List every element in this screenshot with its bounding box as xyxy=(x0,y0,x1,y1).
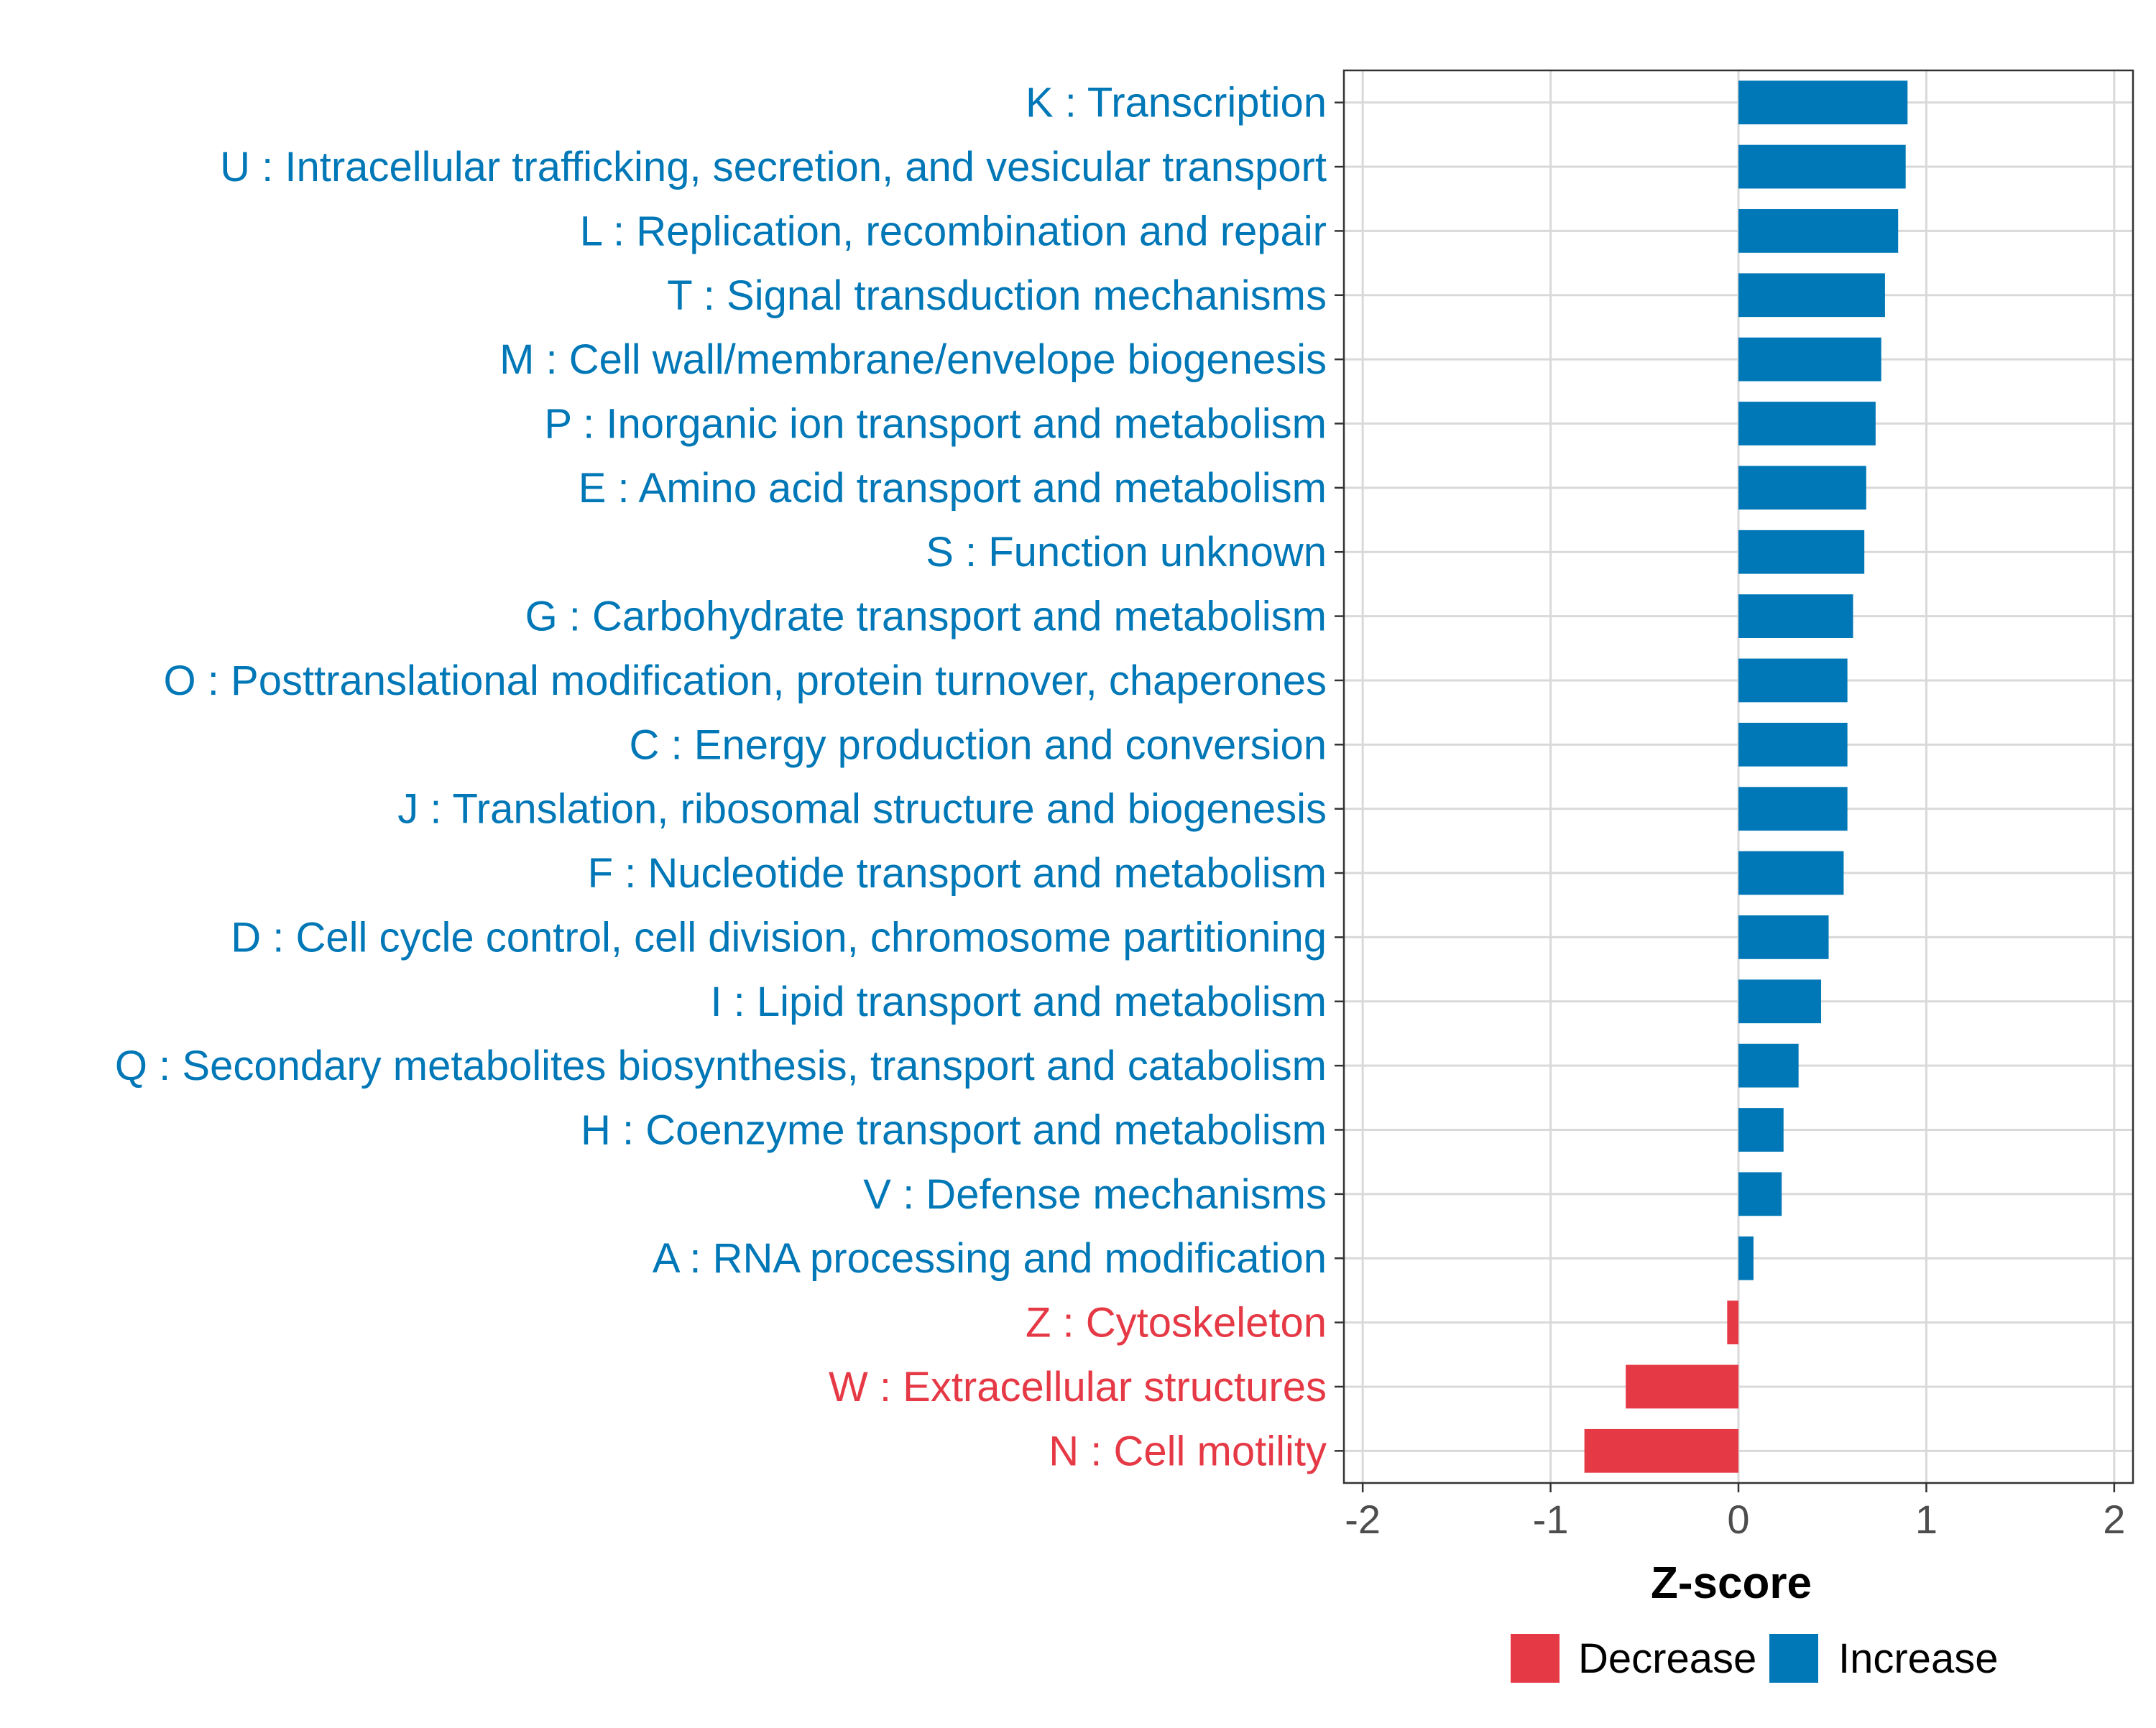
legend-label: Decrease xyxy=(1578,1635,1756,1682)
x-tick-label: 0 xyxy=(1727,1497,1749,1542)
bar xyxy=(1738,1236,1754,1280)
category-label: E : Amino acid transport and metabolism xyxy=(579,465,1327,512)
bar xyxy=(1738,1108,1784,1152)
bar xyxy=(1738,209,1899,253)
x-tick-label: -2 xyxy=(1345,1497,1381,1542)
bar xyxy=(1738,80,1908,125)
bar xyxy=(1738,915,1829,959)
category-label: C : Energy production and conversion xyxy=(630,721,1327,768)
bar xyxy=(1738,722,1848,767)
category-label: Z : Cytoskeleton xyxy=(1026,1300,1327,1346)
category-label: L : Replication, recombination and repai… xyxy=(580,208,1327,254)
bar xyxy=(1626,1364,1738,1409)
bar xyxy=(1727,1300,1738,1344)
category-label: O : Posttranslational modification, prot… xyxy=(164,657,1327,704)
category-label: J : Translation, ribosomal structure and… xyxy=(397,786,1327,833)
legend-swatch xyxy=(1511,1634,1560,1683)
legend: Decrease Increase xyxy=(1511,1634,1998,1683)
category-label: N : Cell motility xyxy=(1049,1428,1327,1474)
category-label: G : Carbohydrate transport and metabolis… xyxy=(525,593,1327,640)
x-axis-title: Z-score xyxy=(1651,1558,1812,1608)
bar xyxy=(1738,787,1848,831)
bar xyxy=(1738,658,1848,703)
category-label: S : Function unknown xyxy=(926,529,1327,576)
x-tick-label: -1 xyxy=(1533,1497,1569,1542)
bar xyxy=(1738,144,1906,189)
bar xyxy=(1738,979,1822,1024)
bar xyxy=(1738,1172,1782,1216)
x-tick-label: 1 xyxy=(1915,1497,1938,1542)
bar xyxy=(1738,337,1881,382)
x-tick-label: 2 xyxy=(2103,1497,2125,1542)
bar xyxy=(1738,594,1853,638)
bar xyxy=(1738,1043,1799,1088)
category-label: U : Intracellular trafficking, secretion… xyxy=(220,144,1327,190)
bar xyxy=(1584,1428,1738,1473)
bar xyxy=(1738,273,1885,318)
y-axis-ticks xyxy=(1335,101,1344,1452)
category-label: A : RNA processing and modification xyxy=(653,1235,1327,1282)
category-label: V : Defense mechanisms xyxy=(863,1171,1327,1218)
category-label: K : Transcription xyxy=(1026,80,1327,126)
category-label: H : Coenzyme transport and metabolism xyxy=(581,1107,1327,1154)
legend-label: Increase xyxy=(1838,1635,1998,1682)
bar xyxy=(1738,466,1866,510)
bar xyxy=(1738,530,1865,574)
legend-swatch xyxy=(1769,1634,1818,1683)
category-label: Q : Secondary metabolites biosynthesis, … xyxy=(115,1043,1327,1089)
category-label: F : Nucleotide transport and metabolism xyxy=(588,850,1327,897)
x-axis-ticks: -2 -1 0 1 2 xyxy=(1345,1483,2125,1542)
y-axis-labels: K : Transcription U : Intracellular traff… xyxy=(115,80,1327,1475)
category-label: P : Inorganic ion transport and metaboli… xyxy=(544,401,1327,448)
bar xyxy=(1738,851,1844,895)
category-label: M : Cell wall/membrane/envelope biogenes… xyxy=(499,336,1327,383)
category-label: I : Lipid transport and metabolism xyxy=(710,979,1327,1025)
category-label: T : Signal transduction mechanisms xyxy=(667,272,1327,319)
category-label: W : Extracellular structures xyxy=(829,1364,1327,1410)
bar xyxy=(1738,402,1876,445)
category-label: D : Cell cycle control, cell division, c… xyxy=(231,914,1327,961)
bars xyxy=(1584,80,1908,1473)
